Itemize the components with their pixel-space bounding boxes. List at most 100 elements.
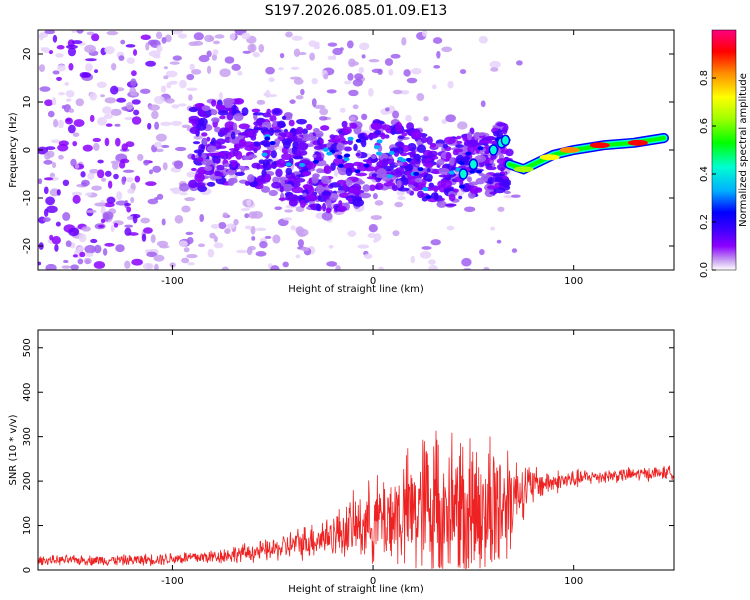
- spectrogram-cell: [265, 66, 275, 75]
- spectrogram-cell: [178, 240, 188, 247]
- spectrogram-hotspot: [488, 144, 499, 156]
- spectrogram-cell: [386, 156, 395, 165]
- spectrogram-cell: [38, 146, 49, 155]
- spectrogram-cell: [309, 52, 316, 61]
- spectrogram-cell: [206, 50, 212, 58]
- spectrogram-cell: [381, 158, 389, 167]
- spectrogram-cell: [96, 81, 107, 89]
- spectrogram-cell: [271, 129, 282, 133]
- spectrogram-hotspot: [500, 134, 511, 147]
- spectrogram-cell: [343, 183, 348, 191]
- colorbar-tick-label: 0.6: [699, 118, 710, 134]
- spectrogram-cell: [427, 150, 438, 157]
- spectrogram-cell: [79, 251, 86, 258]
- spectrogram-cell: [392, 110, 400, 119]
- spectrogram-cell: [154, 121, 160, 130]
- spectrogram-cell: [336, 205, 348, 213]
- spectrogram-cell: [278, 132, 286, 136]
- spectrogram-cell: [140, 34, 151, 41]
- y-tick-label: 20: [22, 48, 33, 61]
- spectrogram-cell: [321, 175, 330, 181]
- spectrogram-cell: [455, 144, 464, 148]
- spectrogram-cell: [47, 110, 55, 118]
- spectrogram-cell: [146, 251, 158, 258]
- spectrogram-cell: [211, 176, 223, 180]
- spectrogram-cell: [352, 198, 365, 207]
- spectrogram-cell: [428, 264, 439, 270]
- spectrogram-cell: [81, 226, 91, 232]
- spectrogram-cell: [194, 182, 206, 188]
- spectrogram-cell: [137, 153, 144, 161]
- spectrogram-cell: [118, 55, 125, 61]
- y-tick-label: -10: [22, 190, 33, 206]
- spectrogram-cell: [100, 206, 106, 215]
- spectrogram-cell: [322, 202, 327, 212]
- spectrogram-cell: [360, 132, 365, 140]
- spectrogram-cell: [226, 223, 236, 230]
- spectrogram-cell: [308, 40, 317, 47]
- spectrogram-cell: [372, 193, 378, 200]
- spectrogram-hotspot: [337, 163, 344, 168]
- spectrogram-cell: [321, 211, 333, 221]
- spectrogram-cell: [44, 177, 54, 181]
- spectrogram-cell: [122, 169, 135, 173]
- spectrogram-cell: [162, 162, 168, 171]
- spectrogram-cell: [247, 246, 256, 251]
- spectrogram-cell: [244, 145, 255, 152]
- spectrogram-cell: [188, 106, 199, 113]
- spectrogram-cell: [392, 89, 403, 95]
- spectrogram-cell: [247, 129, 254, 137]
- spectrogram-cell: [511, 248, 518, 253]
- spectrogram-hotspot: [376, 139, 383, 144]
- spectrogram-cell: [261, 169, 267, 178]
- spectrogram-cell: [311, 77, 318, 85]
- spectrogram-cell: [54, 244, 59, 252]
- spectrogram-cell: [302, 171, 310, 177]
- spectrogram-cell: [299, 200, 306, 208]
- spectrogram-cell: [94, 202, 106, 207]
- spectrogram-cell: [237, 70, 243, 76]
- spectrogram-cell: [65, 98, 72, 102]
- spectrogram-cell: [278, 67, 284, 71]
- spectrogram-cell: [201, 132, 208, 137]
- spectrogram-cell: [349, 122, 358, 129]
- spectrogram-cell: [394, 162, 404, 166]
- colorbar-tick-label: 0.4: [699, 166, 710, 182]
- spectrogram-cell: [494, 176, 504, 183]
- spectrogram-cell: [106, 196, 116, 204]
- spectrogram-cell: [217, 110, 229, 116]
- spectrogram-cell: [332, 47, 343, 56]
- spectrogram-cell: [186, 236, 194, 244]
- spectrogram-cell: [433, 187, 438, 193]
- spectrogram-cell: [124, 260, 131, 269]
- spectrogram-cell: [423, 116, 429, 122]
- spectrogram-cell: [479, 249, 485, 256]
- y-tick-label: 200: [22, 472, 33, 491]
- spectrogram-cell: [244, 181, 250, 186]
- spectrogram-cell: [445, 114, 456, 123]
- spectrogram-cell: [234, 143, 242, 149]
- spectrogram-cell: [327, 42, 338, 47]
- spectrogram-cell: [323, 165, 332, 174]
- spectrogram-hotspot: [465, 151, 472, 156]
- spectrogram-cell: [250, 134, 257, 141]
- colorbar-gradient: [712, 30, 736, 270]
- spectrogram-cell: [79, 71, 89, 78]
- spectrogram-cell: [183, 247, 190, 253]
- spectrogram-cell: [384, 58, 394, 66]
- spectrogram-cell: [458, 195, 463, 200]
- spectrogram-cell: [222, 212, 229, 218]
- spectrogram-cell: [206, 145, 217, 153]
- spectrogram-cell: [347, 72, 354, 81]
- spectrogram-cell: [221, 266, 229, 270]
- spectrogram-cell: [463, 267, 472, 270]
- spectrogram-cell: [201, 158, 213, 166]
- spectrogram-cell: [143, 227, 153, 234]
- spectrogram-cell: [73, 119, 85, 127]
- spectrogram-cell: [401, 37, 407, 46]
- spectrogram-cell: [238, 123, 250, 130]
- spectrogram-cell: [325, 207, 332, 214]
- spectrogram-cell: [155, 31, 163, 40]
- spectrogram-cell: [448, 193, 456, 202]
